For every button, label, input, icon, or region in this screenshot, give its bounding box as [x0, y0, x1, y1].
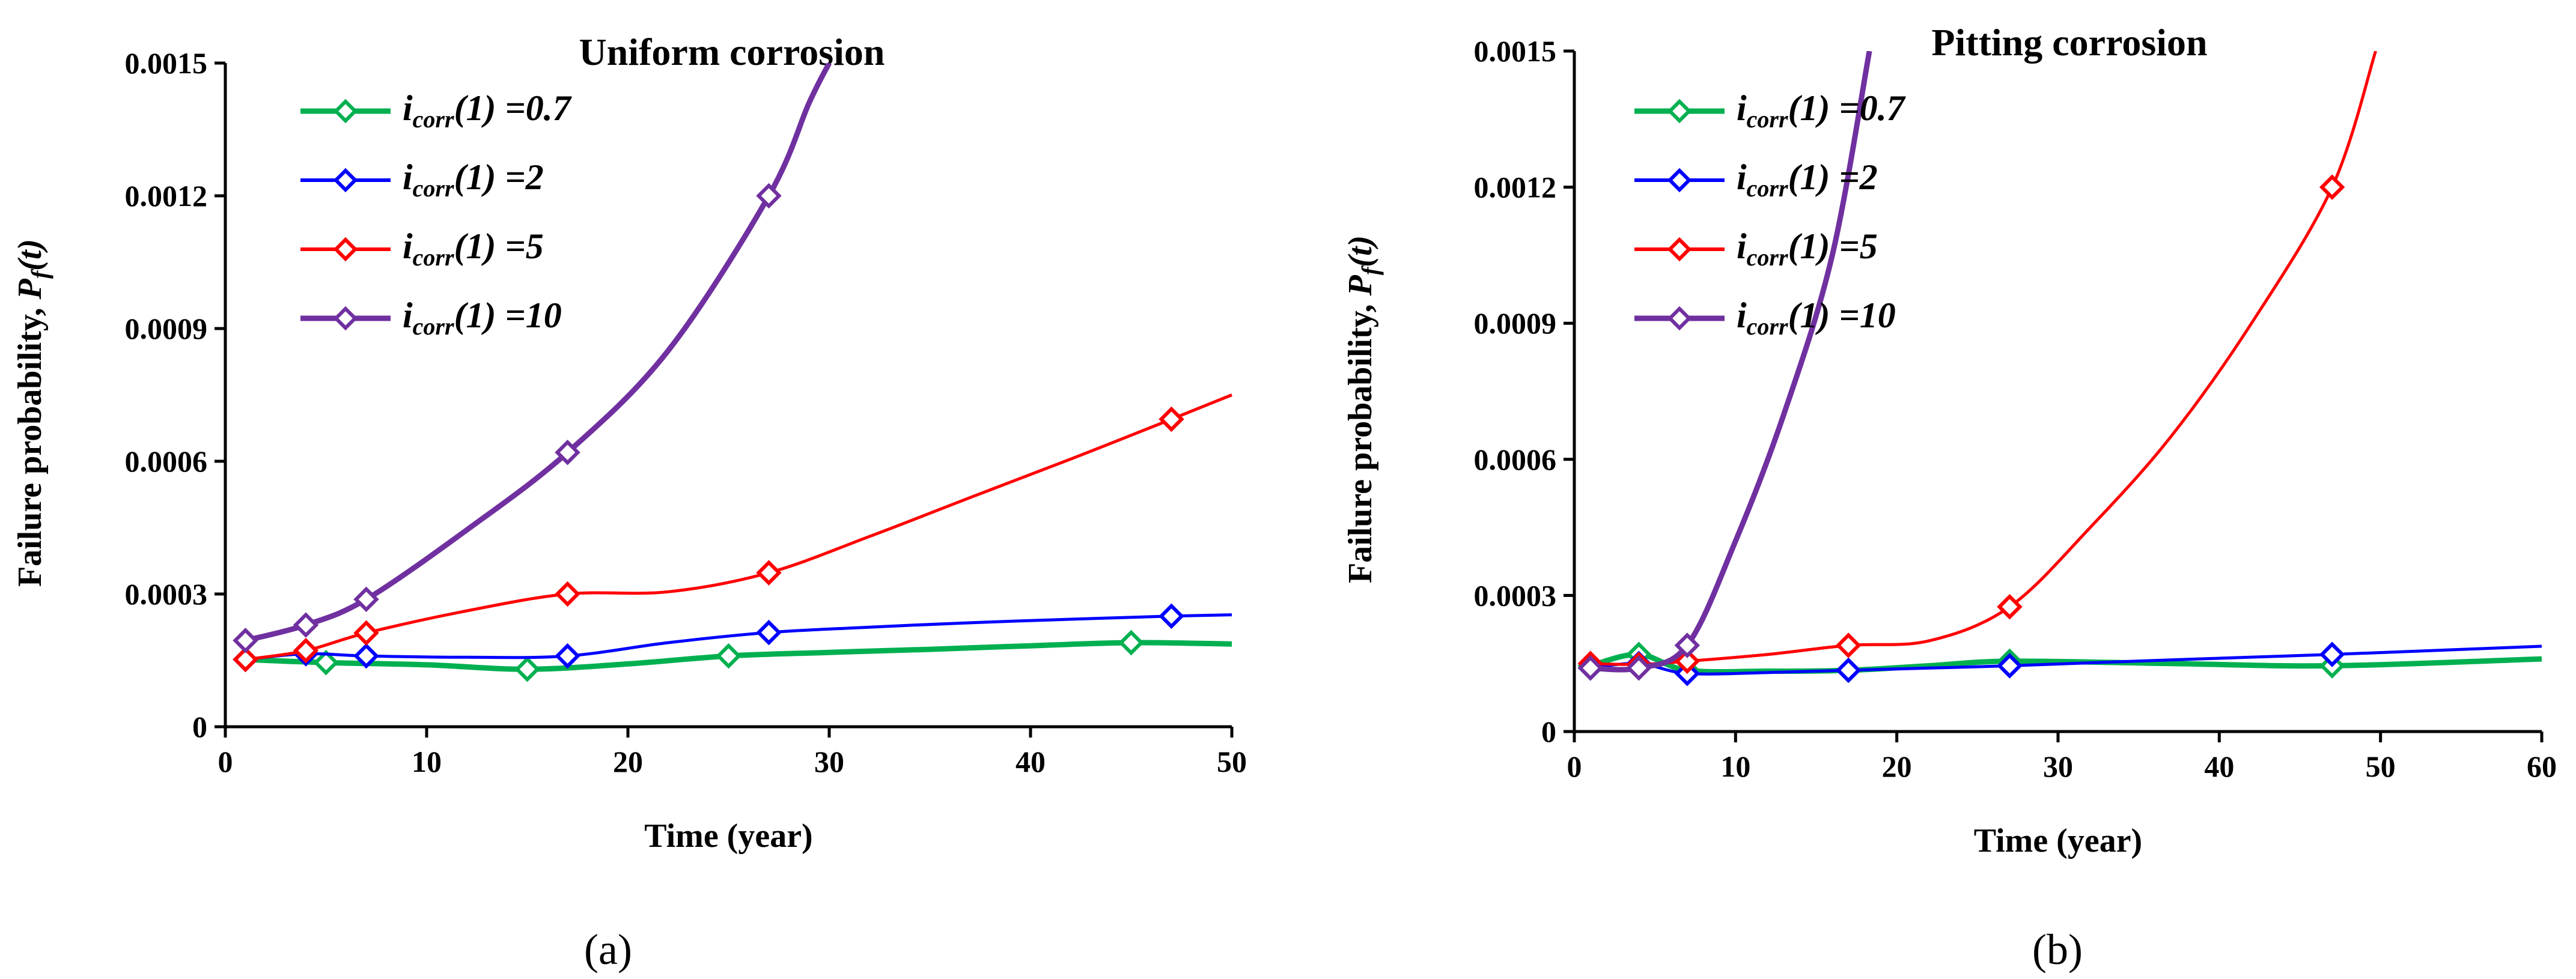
legend-entry: icorr(1) =2 — [300, 157, 544, 202]
data-point-marker — [756, 560, 782, 586]
legend-label: icorr(1) =5 — [1737, 226, 1878, 271]
data-point-marker — [1674, 632, 1701, 658]
series-line — [1590, 51, 2377, 666]
data-point-marker — [1997, 653, 2023, 679]
y-tick-label: 0 — [1541, 715, 1556, 748]
series-2 — [1577, 51, 2377, 677]
data-point-marker — [1118, 629, 1144, 656]
x-tick-label: 20 — [1882, 750, 1912, 783]
data-point-marker — [1997, 594, 2023, 620]
data-point-marker — [293, 638, 319, 664]
data-point-marker — [1577, 655, 1604, 681]
x-tick-label: 0 — [218, 745, 233, 778]
legend-entry: icorr(1) =10 — [1634, 296, 1896, 340]
legend-swatch-marker — [333, 306, 358, 331]
legend-swatch-marker — [1667, 168, 1692, 193]
y-tick-label: 0.0003 — [125, 577, 208, 611]
series-line — [245, 63, 832, 643]
data-point-marker — [1159, 406, 1184, 432]
y-tick-label: 0 — [192, 710, 207, 744]
x-tick-label: 10 — [412, 745, 442, 778]
legend-entry: icorr(1) =5 — [300, 226, 544, 271]
series-3 — [233, 63, 832, 653]
y-tick-label: 0.0003 — [1474, 578, 1557, 612]
legend-label: icorr(1) =0.7 — [1737, 88, 1906, 133]
data-point-marker — [555, 440, 580, 465]
x-tick-label: 20 — [613, 745, 643, 778]
legend-entry: icorr(1) =5 — [1634, 226, 1878, 271]
data-point-marker — [1159, 603, 1184, 629]
legend-label: icorr(1) =2 — [403, 157, 544, 202]
data-point-marker — [1674, 648, 1701, 674]
x-axis-title: Time (year) — [1974, 822, 2142, 859]
x-tick-label: 40 — [2204, 750, 2234, 783]
x-tick-label: 50 — [2366, 750, 2396, 783]
legend-label: icorr(1) =0.7 — [403, 88, 572, 133]
data-point-marker — [353, 620, 379, 646]
x-tick-label: 30 — [814, 745, 844, 778]
data-point-marker — [2319, 174, 2345, 200]
data-point-marker — [1835, 632, 1862, 658]
x-tick-label: 10 — [1720, 750, 1750, 783]
series-3 — [1577, 51, 1872, 681]
y-axis-title: Failure probability, Pf(t) — [1342, 235, 1384, 583]
legend-entry: icorr(1) =2 — [1634, 157, 1878, 202]
series-line — [1590, 51, 1872, 673]
chart-panel-a: 0 0.0003 0.0006 0.0009 0.0012 0.0015 0 10 20 30 40… — [11, 31, 1247, 974]
legend-label: icorr(1) =5 — [403, 226, 544, 271]
data-point-marker — [233, 628, 258, 653]
y-tick-label: 0.0006 — [125, 444, 208, 478]
data-point-marker — [233, 646, 258, 673]
y-tick-label: 0.0015 — [125, 46, 208, 80]
x-tick-label: 50 — [1217, 745, 1247, 778]
data-point-marker — [716, 643, 741, 669]
legend-swatch-marker — [333, 168, 358, 193]
data-point-marker — [293, 612, 319, 638]
series-2 — [233, 393, 1232, 673]
data-point-marker — [353, 586, 379, 613]
y-tick-label: 0.0009 — [1474, 306, 1557, 340]
legend-entry: icorr(1) =0.7 — [300, 88, 572, 133]
y-axis-title: Failure probability, Pf(t) — [11, 239, 53, 587]
panel-caption: (b) — [2032, 926, 2083, 974]
legend-label: icorr(1) =10 — [1737, 296, 1896, 340]
y-tick-label: 0.0012 — [125, 179, 208, 213]
data-point-marker — [555, 581, 580, 607]
data-point-marker — [514, 656, 540, 682]
legend-swatch-marker — [333, 237, 358, 262]
data-point-marker — [313, 649, 339, 676]
data-point-marker — [1626, 655, 1652, 681]
x-tick-label: 0 — [1567, 750, 1582, 783]
legend-swatch-marker — [333, 99, 358, 124]
x-axis-title: Time (year) — [644, 817, 812, 855]
x-tick-label: 60 — [2527, 750, 2557, 783]
data-point-marker — [756, 183, 782, 209]
panel-caption: (a) — [584, 926, 632, 974]
x-tick-label: 40 — [1015, 745, 1046, 778]
data-point-marker — [1835, 657, 1862, 683]
data-point-marker — [756, 619, 782, 646]
legend-swatch-marker — [1667, 99, 1692, 124]
y-tick-label: 0.0012 — [1474, 171, 1557, 204]
data-point-marker — [353, 643, 379, 669]
panel-title: Pitting corrosion — [1931, 21, 2207, 64]
y-tick-label: 0.0006 — [1474, 443, 1557, 476]
y-tick-label: 0.0009 — [125, 312, 208, 345]
legend-swatch-marker — [1667, 237, 1692, 262]
y-tick-label: 0.0015 — [1474, 34, 1557, 68]
data-point-marker — [2319, 641, 2345, 667]
x-tick-label: 30 — [2043, 750, 2073, 783]
panel-title: Uniform corrosion — [579, 31, 885, 73]
data-point-marker — [555, 643, 580, 669]
legend-swatch-marker — [1667, 306, 1692, 331]
legend-label: icorr(1) =10 — [403, 296, 562, 340]
chart-panel-b: 0 0.0003 0.0006 0.0009 0.0012 0.0015 0 10 20 30 40… — [1342, 21, 2557, 974]
legend-label: icorr(1) =2 — [1737, 157, 1878, 202]
legend-entry: icorr(1) =0.7 — [1634, 88, 1906, 133]
legend-entry: icorr(1) =10 — [300, 296, 562, 340]
